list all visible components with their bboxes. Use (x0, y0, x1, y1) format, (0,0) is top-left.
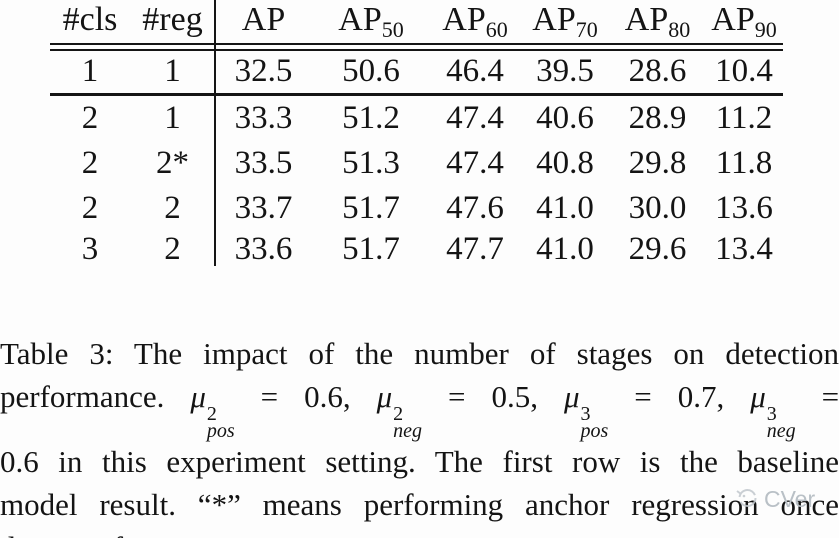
header-cell-ap: AP (241, 1, 286, 38)
cver-logo-icon (733, 483, 760, 516)
table-cell: 51.7 (342, 189, 400, 226)
caption-line-4: model result. “*” means performing ancho… (0, 487, 839, 522)
header-double-rule-top (50, 43, 783, 45)
caption-line-1: Table 3: The impact of the number of sta… (0, 336, 839, 371)
table-cell: 11.8 (715, 144, 773, 181)
table-cell: 47.7 (446, 230, 504, 267)
table-row: 3 2 33.6 51.7 47.7 41.0 29.6 13.4 (50, 228, 783, 270)
table-cell: 1 (164, 99, 181, 136)
baseline-separator-rule (50, 93, 783, 96)
caption-text: performance. (0, 379, 165, 414)
caption-line-3: 0.6 in this experiment setting. The firs… (0, 444, 839, 479)
table-cell: 29.6 (628, 230, 687, 267)
caption-text: = 0.7, (634, 379, 725, 414)
header-cell-ap90: AP90 (711, 1, 777, 42)
caption-text: = 0.6, (260, 379, 351, 414)
table-cell: 30.0 (628, 189, 687, 226)
table-cell: 1 (164, 53, 181, 89)
math-mu-pos-3: μ 3 pos (563, 379, 609, 442)
table-cell: 2 (164, 189, 181, 226)
table-cell: 1 (81, 53, 99, 89)
table-caption: Table 3: The impact of the number of sta… (0, 332, 839, 538)
caption-line-5: during inference. (0, 526, 839, 538)
caption-line-2: performance. μ 2 pos = 0.6, μ 2 neg = 0.5, μ… (0, 375, 839, 442)
table-cell: 47.4 (446, 99, 504, 136)
table-cell: 11.2 (715, 99, 773, 136)
table-cell: 2 (81, 189, 99, 226)
table-cell: 10.4 (715, 53, 773, 89)
table-cell: 13.4 (715, 230, 773, 267)
watermark: CVer (733, 483, 815, 516)
table-cell: 33.7 (234, 189, 293, 226)
table-cell: 40.6 (536, 99, 594, 136)
table-cell: 33.6 (234, 230, 293, 267)
table-cell: 50.6 (342, 53, 400, 89)
header-cell-ap60: AP60 (442, 1, 508, 42)
table-row: 2 2* 33.5 51.3 47.4 40.8 29.8 11.8 (50, 141, 783, 185)
table-cell: 40.8 (536, 144, 594, 181)
table-cell: 29.8 (628, 144, 687, 181)
math-mu-neg-3: μ 3 neg (750, 379, 796, 442)
table-cell: 41.0 (536, 189, 594, 226)
table-cell: 32.5 (234, 53, 293, 89)
table-cell: 13.6 (715, 189, 773, 226)
caption-text: = (821, 379, 839, 414)
table-cell: 33.3 (234, 99, 293, 136)
watermark-label: CVer (764, 486, 816, 512)
table-cell: 41.0 (536, 230, 594, 267)
table-cell: 51.7 (342, 230, 400, 267)
math-mu-neg-2: μ 2 neg (376, 379, 423, 442)
table-cell: 2* (156, 144, 189, 181)
header-cell-ap50: AP50 (338, 1, 404, 42)
table-cell: 3 (81, 230, 99, 267)
header-double-rule-bottom (50, 49, 783, 51)
table-cell: 2 (164, 230, 181, 267)
table-cell: 51.2 (342, 99, 400, 136)
table-cell: 28.6 (628, 53, 687, 89)
table-cell: 2 (81, 99, 99, 136)
header-cell-reg: #reg (142, 1, 203, 38)
table-cell: 2 (81, 144, 99, 181)
results-table: #cls #reg AP AP50 AP60 AP70 AP80 AP90 1 … (50, 0, 783, 270)
table-cell: 28.9 (628, 99, 687, 136)
table-cell: 39.5 (536, 53, 594, 89)
math-mu-pos-2: μ 2 pos (190, 379, 235, 442)
table-cell: 51.3 (342, 144, 400, 181)
caption-text: = 0.5, (448, 379, 538, 414)
table-header-row: #cls #reg AP AP50 AP60 AP70 AP80 AP90 (50, 2, 783, 42)
header-cell-cls: #cls (62, 1, 118, 38)
column-divider-rule (214, 0, 216, 266)
table-cell: 47.4 (446, 144, 504, 181)
header-cell-ap80: AP80 (624, 1, 691, 42)
table-cell: 46.4 (446, 53, 504, 89)
table-cell: 33.5 (234, 144, 293, 181)
table-row: 2 1 33.3 51.2 47.4 40.6 28.9 11.2 (50, 96, 783, 140)
header-cell-ap70: AP70 (532, 1, 598, 42)
table-row: 2 2 33.7 51.7 47.6 41.0 30.0 13.6 (50, 186, 783, 230)
table-cell: 47.6 (446, 189, 504, 226)
table-row: 1 1 32.5 50.6 46.4 39.5 28.6 10.4 (50, 51, 783, 92)
